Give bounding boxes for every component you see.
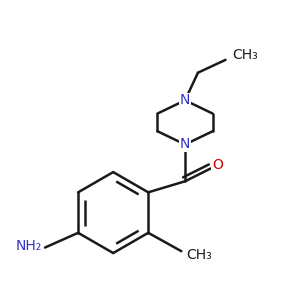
Text: CH₃: CH₃ — [186, 248, 212, 262]
Text: N: N — [180, 93, 190, 107]
Text: N: N — [180, 137, 190, 152]
Text: O: O — [212, 158, 223, 172]
Text: CH₃: CH₃ — [232, 48, 258, 62]
Text: NH₂: NH₂ — [15, 239, 42, 253]
